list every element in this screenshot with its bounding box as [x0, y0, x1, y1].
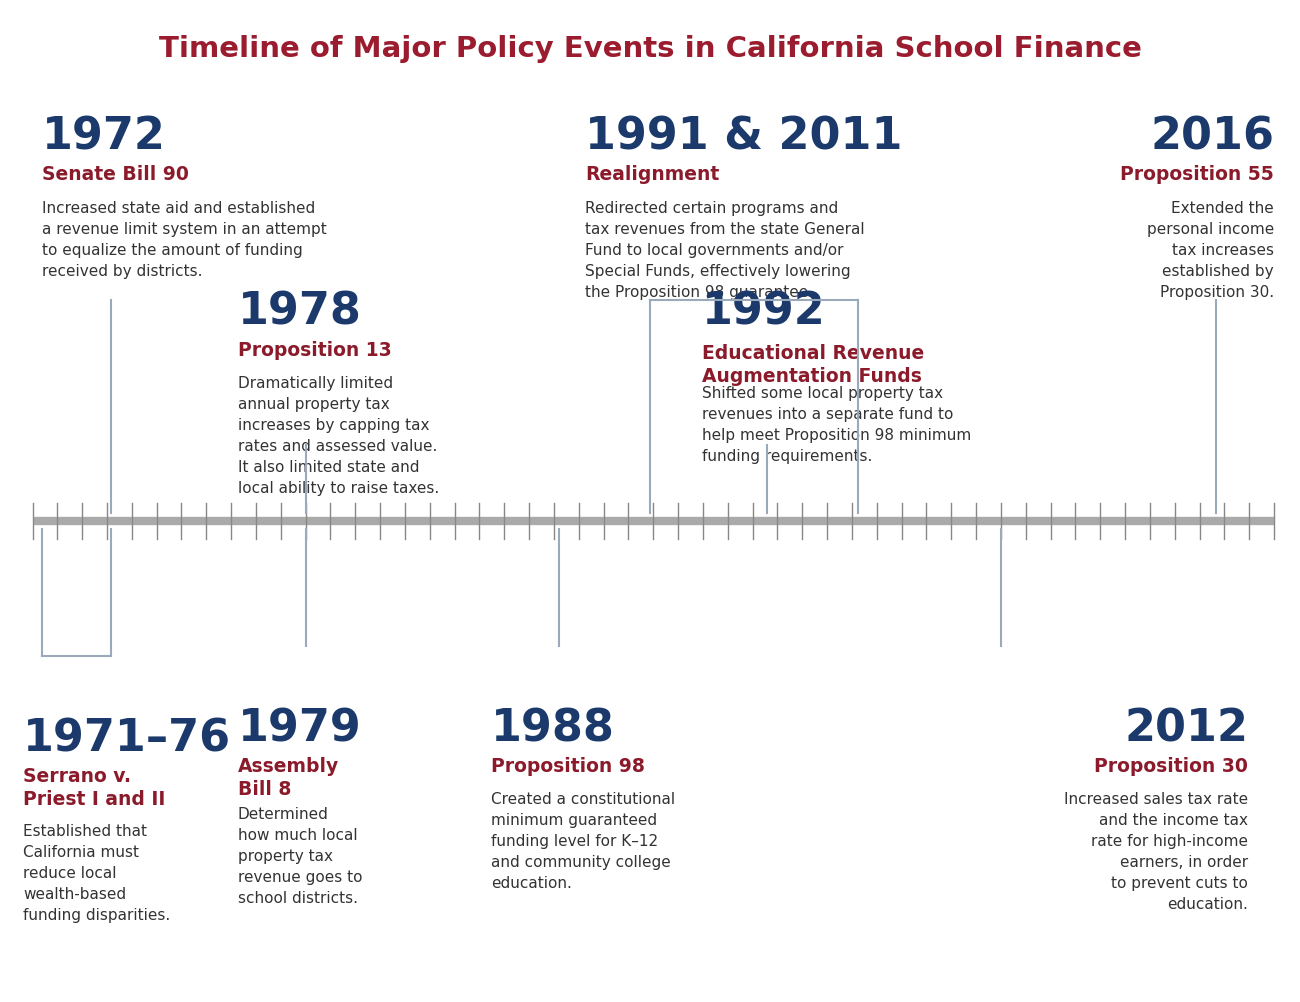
Text: 1978: 1978 [238, 291, 361, 334]
Text: Established that
California must
reduce local
wealth-based
funding disparities.: Established that California must reduce … [23, 824, 170, 923]
Text: Determined
how much local
property tax
revenue goes to
school districts.: Determined how much local property tax r… [238, 807, 363, 906]
Text: Dramatically limited
annual property tax
increases by capping tax
rates and asse: Dramatically limited annual property tax… [238, 376, 439, 496]
Text: Extended the
personal income
tax increases
established by
Proposition 30.: Extended the personal income tax increas… [1147, 200, 1274, 300]
Text: Created a constitutional
minimum guaranteed
funding level for K–12
and community: Created a constitutional minimum guarant… [491, 792, 676, 891]
Text: Proposition 30: Proposition 30 [1095, 757, 1248, 776]
Text: Proposition 98: Proposition 98 [491, 757, 645, 776]
Text: 1992: 1992 [702, 291, 826, 334]
Text: Senate Bill 90: Senate Bill 90 [42, 165, 188, 184]
Text: 1972: 1972 [42, 115, 165, 158]
Text: 1991 & 2011: 1991 & 2011 [585, 115, 902, 158]
Text: Serrano v.
Priest I and II: Serrano v. Priest I and II [23, 767, 166, 809]
Text: 1971–76: 1971–76 [23, 716, 231, 760]
Text: Shifted some local property tax
revenues into a separate fund to
help meet Propo: Shifted some local property tax revenues… [702, 386, 971, 464]
Text: Increased state aid and established
a revenue limit system in an attempt
to equa: Increased state aid and established a re… [42, 200, 326, 279]
Text: Assembly
Bill 8: Assembly Bill 8 [238, 757, 339, 799]
Text: Proposition 13: Proposition 13 [238, 341, 391, 360]
Text: Proposition 55: Proposition 55 [1121, 165, 1274, 184]
Text: 2012: 2012 [1124, 706, 1248, 749]
Text: 1988: 1988 [491, 706, 615, 749]
Text: 2016: 2016 [1150, 115, 1274, 158]
Text: Increased sales tax rate
and the income tax
rate for high-income
earners, in ord: Increased sales tax rate and the income … [1063, 792, 1248, 912]
Text: Timeline of Major Policy Events in California School Finance: Timeline of Major Policy Events in Calif… [159, 35, 1141, 63]
Text: 1979: 1979 [238, 706, 361, 749]
Text: Educational Revenue
Augmentation Funds: Educational Revenue Augmentation Funds [702, 344, 924, 386]
Text: Redirected certain programs and
tax revenues from the state General
Fund to loca: Redirected certain programs and tax reve… [585, 200, 864, 300]
Text: Realignment: Realignment [585, 165, 719, 184]
